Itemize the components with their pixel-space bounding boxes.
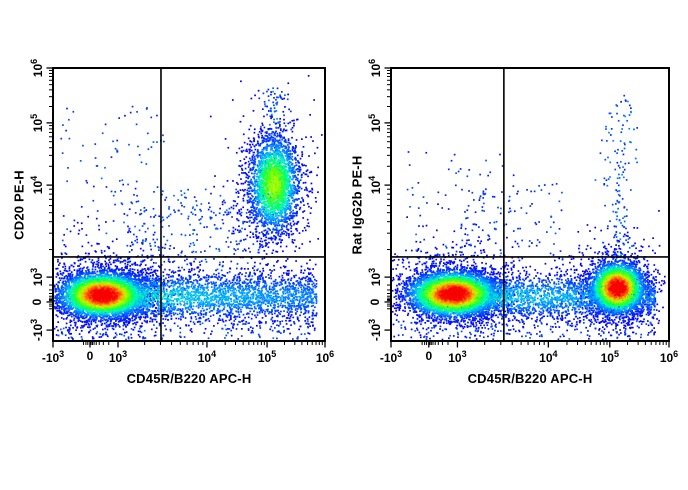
x-tick-label: 105 <box>600 349 619 365</box>
x-tick-label: 106 <box>659 349 679 365</box>
x-tick-label: 106 <box>315 349 335 365</box>
igg2b-vs-cd45r-plot-canvas <box>381 63 674 351</box>
y-tick-label: 103 <box>367 267 383 287</box>
x-axis-title-left: CD45R/B220 APC-H <box>126 371 252 386</box>
x-axis-title-right: CD45R/B220 APC-H <box>467 371 593 386</box>
x-tick-label: 0 <box>86 349 94 363</box>
x-tick-label: 104 <box>539 349 558 365</box>
x-tick-label: 105 <box>257 349 277 365</box>
y-tick-label: 0 <box>368 298 382 306</box>
x-tick-label: 103 <box>108 349 128 365</box>
x-tick-label: 103 <box>448 349 467 365</box>
y-tick-label: 105 <box>367 113 383 133</box>
y-tick-label: 106 <box>367 58 383 78</box>
y-tick-label: 104 <box>367 175 383 195</box>
x-tick-label: -103 <box>379 349 403 365</box>
y-axis-title-right: Rat IgG2b PE-H <box>349 155 365 254</box>
cd20-vs-cd45r-plot-canvas <box>43 63 330 351</box>
x-tick-label: 104 <box>197 349 217 365</box>
y-tick-label: -103 <box>367 318 383 342</box>
x-tick-label: -103 <box>41 349 65 365</box>
x-tick-label: 0 <box>425 349 433 363</box>
